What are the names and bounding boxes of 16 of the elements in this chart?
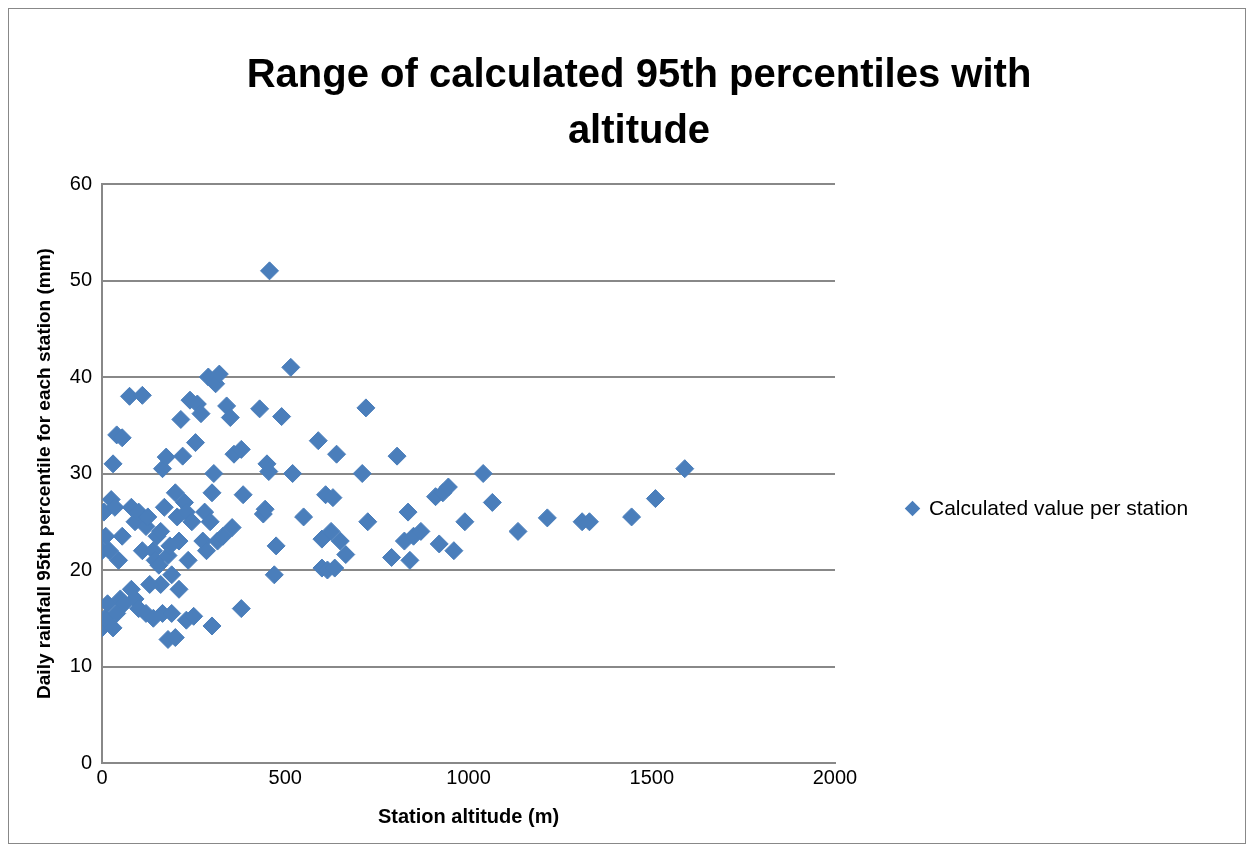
x-axis-title: Station altitude (m) <box>377 804 560 827</box>
y-tick-label: 10 <box>69 654 93 677</box>
y-axis-title: Daily rainfall 95th percentile for each station (mm) <box>32 248 54 699</box>
legend-label: Calculated value per station <box>929 495 1189 521</box>
x-tick-label: 1000 <box>446 765 491 788</box>
y-tick-label: 40 <box>69 364 93 387</box>
y-tick-label: 50 <box>69 268 93 291</box>
y-tick-label: 30 <box>69 461 93 484</box>
x-tick-label: 1500 <box>629 765 675 788</box>
y-tick-label: 0 <box>80 750 93 773</box>
chart-title: Range of calculated 95th percentiles with altitude <box>245 50 1033 153</box>
x-tick-label: 0 <box>96 765 108 788</box>
x-tick-label: 500 <box>268 765 302 788</box>
y-tick-label: 20 <box>69 557 93 580</box>
x-tick-label: 2000 <box>812 765 858 788</box>
y-tick-label: 60 <box>69 171 93 194</box>
